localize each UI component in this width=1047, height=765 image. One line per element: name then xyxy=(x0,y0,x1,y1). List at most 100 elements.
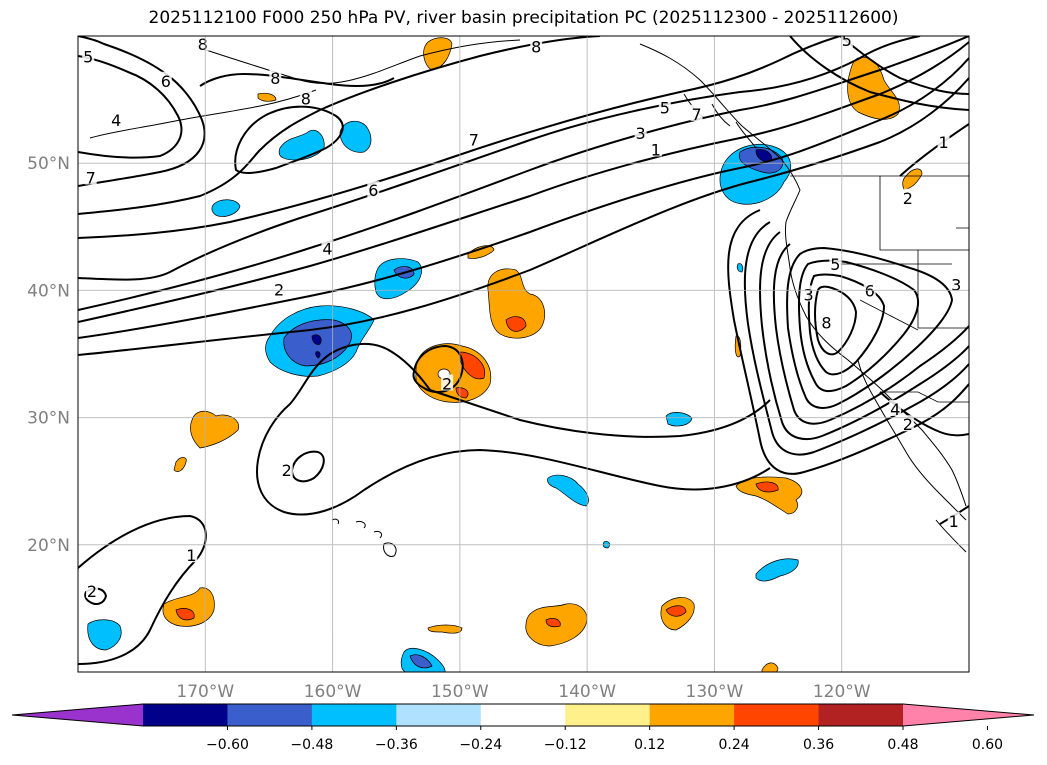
latitude-label: 50°N xyxy=(27,154,70,174)
contour-label: 5 xyxy=(83,48,93,67)
colorbar-tick-label: −0.24 xyxy=(459,737,502,753)
precip-blob xyxy=(755,558,799,582)
pv-contour xyxy=(797,259,920,392)
precip-blob xyxy=(547,474,589,507)
pv-contour xyxy=(743,221,969,456)
colorbar-segment xyxy=(311,704,397,726)
contour-label-bg xyxy=(269,69,282,86)
contour-label-bg xyxy=(185,546,198,563)
contour-label: 6 xyxy=(161,72,171,91)
contour-label-bg xyxy=(937,132,950,149)
colorbar-segment xyxy=(565,704,651,726)
precip-blob xyxy=(175,608,195,621)
latitude-label: 20°N xyxy=(27,536,70,556)
contour-label: 1 xyxy=(938,133,948,152)
figure-title: 2025112100 F000 250 hPa PV, river basin … xyxy=(148,8,899,28)
coastline-aleutians xyxy=(89,89,317,139)
colorbar-extend-high xyxy=(903,704,1034,726)
precip-blob xyxy=(311,334,322,345)
precip-blob xyxy=(190,410,240,449)
pv-contour xyxy=(78,36,841,239)
longitude-label: 140°W xyxy=(558,682,616,702)
contour-label: 8 xyxy=(531,37,541,56)
contour-label-bg xyxy=(658,98,671,115)
precip-blob xyxy=(315,351,321,359)
contour-label-bg xyxy=(82,47,95,64)
colorbar-segment xyxy=(649,704,735,726)
pv-contour xyxy=(78,57,969,339)
precip-blob xyxy=(755,481,779,493)
coastline-baja xyxy=(857,359,967,521)
contour-label: 6 xyxy=(368,181,378,200)
contour-label: 5 xyxy=(830,255,840,274)
contour-label-bg xyxy=(280,461,293,478)
coastline-north-america xyxy=(639,43,967,507)
colorbar-extend-low xyxy=(12,704,143,726)
contour-label: 3 xyxy=(636,124,646,143)
colorbar-tick-label: 0.36 xyxy=(803,737,834,753)
colorbar-outline xyxy=(11,703,1035,727)
longitude-labels: 170°W 160°W 150°W 140°W 130°W 120°W xyxy=(176,682,870,702)
contour-label: 2 xyxy=(903,415,913,434)
contour-label: 4 xyxy=(111,111,121,130)
contour-label: 7 xyxy=(692,105,702,124)
contour-label: 8 xyxy=(270,69,280,88)
precip-blob xyxy=(735,476,803,515)
colorbar-tick-label: −0.60 xyxy=(206,737,249,753)
precip-blob xyxy=(339,120,372,153)
contour-label: 2 xyxy=(903,189,913,208)
colorbar-tick-label: 0.12 xyxy=(634,737,665,753)
colorbar-segment xyxy=(227,704,313,726)
precip-blob xyxy=(505,316,527,332)
contour-label: 2 xyxy=(442,375,452,394)
contour-label-bg xyxy=(159,71,172,88)
contour-label: 7 xyxy=(86,168,96,187)
pv-contour xyxy=(429,389,771,438)
colorbar-segment xyxy=(818,704,904,726)
pv-contour xyxy=(84,587,108,605)
contour-label-bg xyxy=(802,285,815,302)
colorbar: −0.60 −0.48 −0.36 −0.24 −0.12 0.12 0.24 0.36 0.4… xyxy=(11,703,1035,753)
contour-label: 5 xyxy=(660,99,670,118)
contour-label-bg xyxy=(947,511,960,528)
contour-label: 2 xyxy=(87,582,97,601)
pv-contour xyxy=(807,273,886,376)
contour-label: 1 xyxy=(186,546,196,565)
contour-label-bg xyxy=(273,280,286,297)
contour-label-bg xyxy=(86,581,99,598)
contour-label-bg xyxy=(441,374,454,391)
contour-label-bg xyxy=(829,254,842,271)
pv-contour xyxy=(78,77,969,356)
colorbar-tick-label: 0.24 xyxy=(719,737,750,753)
longitude-label: 160°W xyxy=(304,682,362,702)
contour-label-bg xyxy=(889,399,902,416)
latitude-label: 40°N xyxy=(27,281,70,301)
contour-label: 8 xyxy=(821,313,831,332)
pv-contour xyxy=(78,36,206,187)
contour-label: 7 xyxy=(469,130,479,149)
precip-blob xyxy=(162,587,215,627)
contour-label-bg xyxy=(901,415,914,432)
pv-contour xyxy=(78,36,969,311)
contour-label-bg xyxy=(367,181,380,198)
coastline-mexico xyxy=(935,519,967,553)
gridlines xyxy=(78,36,969,672)
contour-label: 5 xyxy=(842,31,852,50)
contour-label-bg xyxy=(820,313,833,330)
colorbar-segment xyxy=(734,704,820,726)
precip-blob xyxy=(257,92,277,102)
pv-contour xyxy=(772,243,969,425)
contour-label: 4 xyxy=(890,400,900,419)
longitude-label: 150°W xyxy=(431,682,489,702)
precip-blob xyxy=(409,654,433,669)
contour-label: 8 xyxy=(301,90,311,109)
contour-label-bg xyxy=(84,168,97,185)
precip-blob xyxy=(455,387,469,399)
contour-label: 1 xyxy=(651,140,661,159)
pv-contour xyxy=(234,105,344,175)
coastline-alaska xyxy=(199,39,521,84)
latitude-label: 30°N xyxy=(27,409,70,429)
pv-contour xyxy=(839,36,969,95)
colorbar-tick-label: 0.60 xyxy=(972,737,1003,753)
